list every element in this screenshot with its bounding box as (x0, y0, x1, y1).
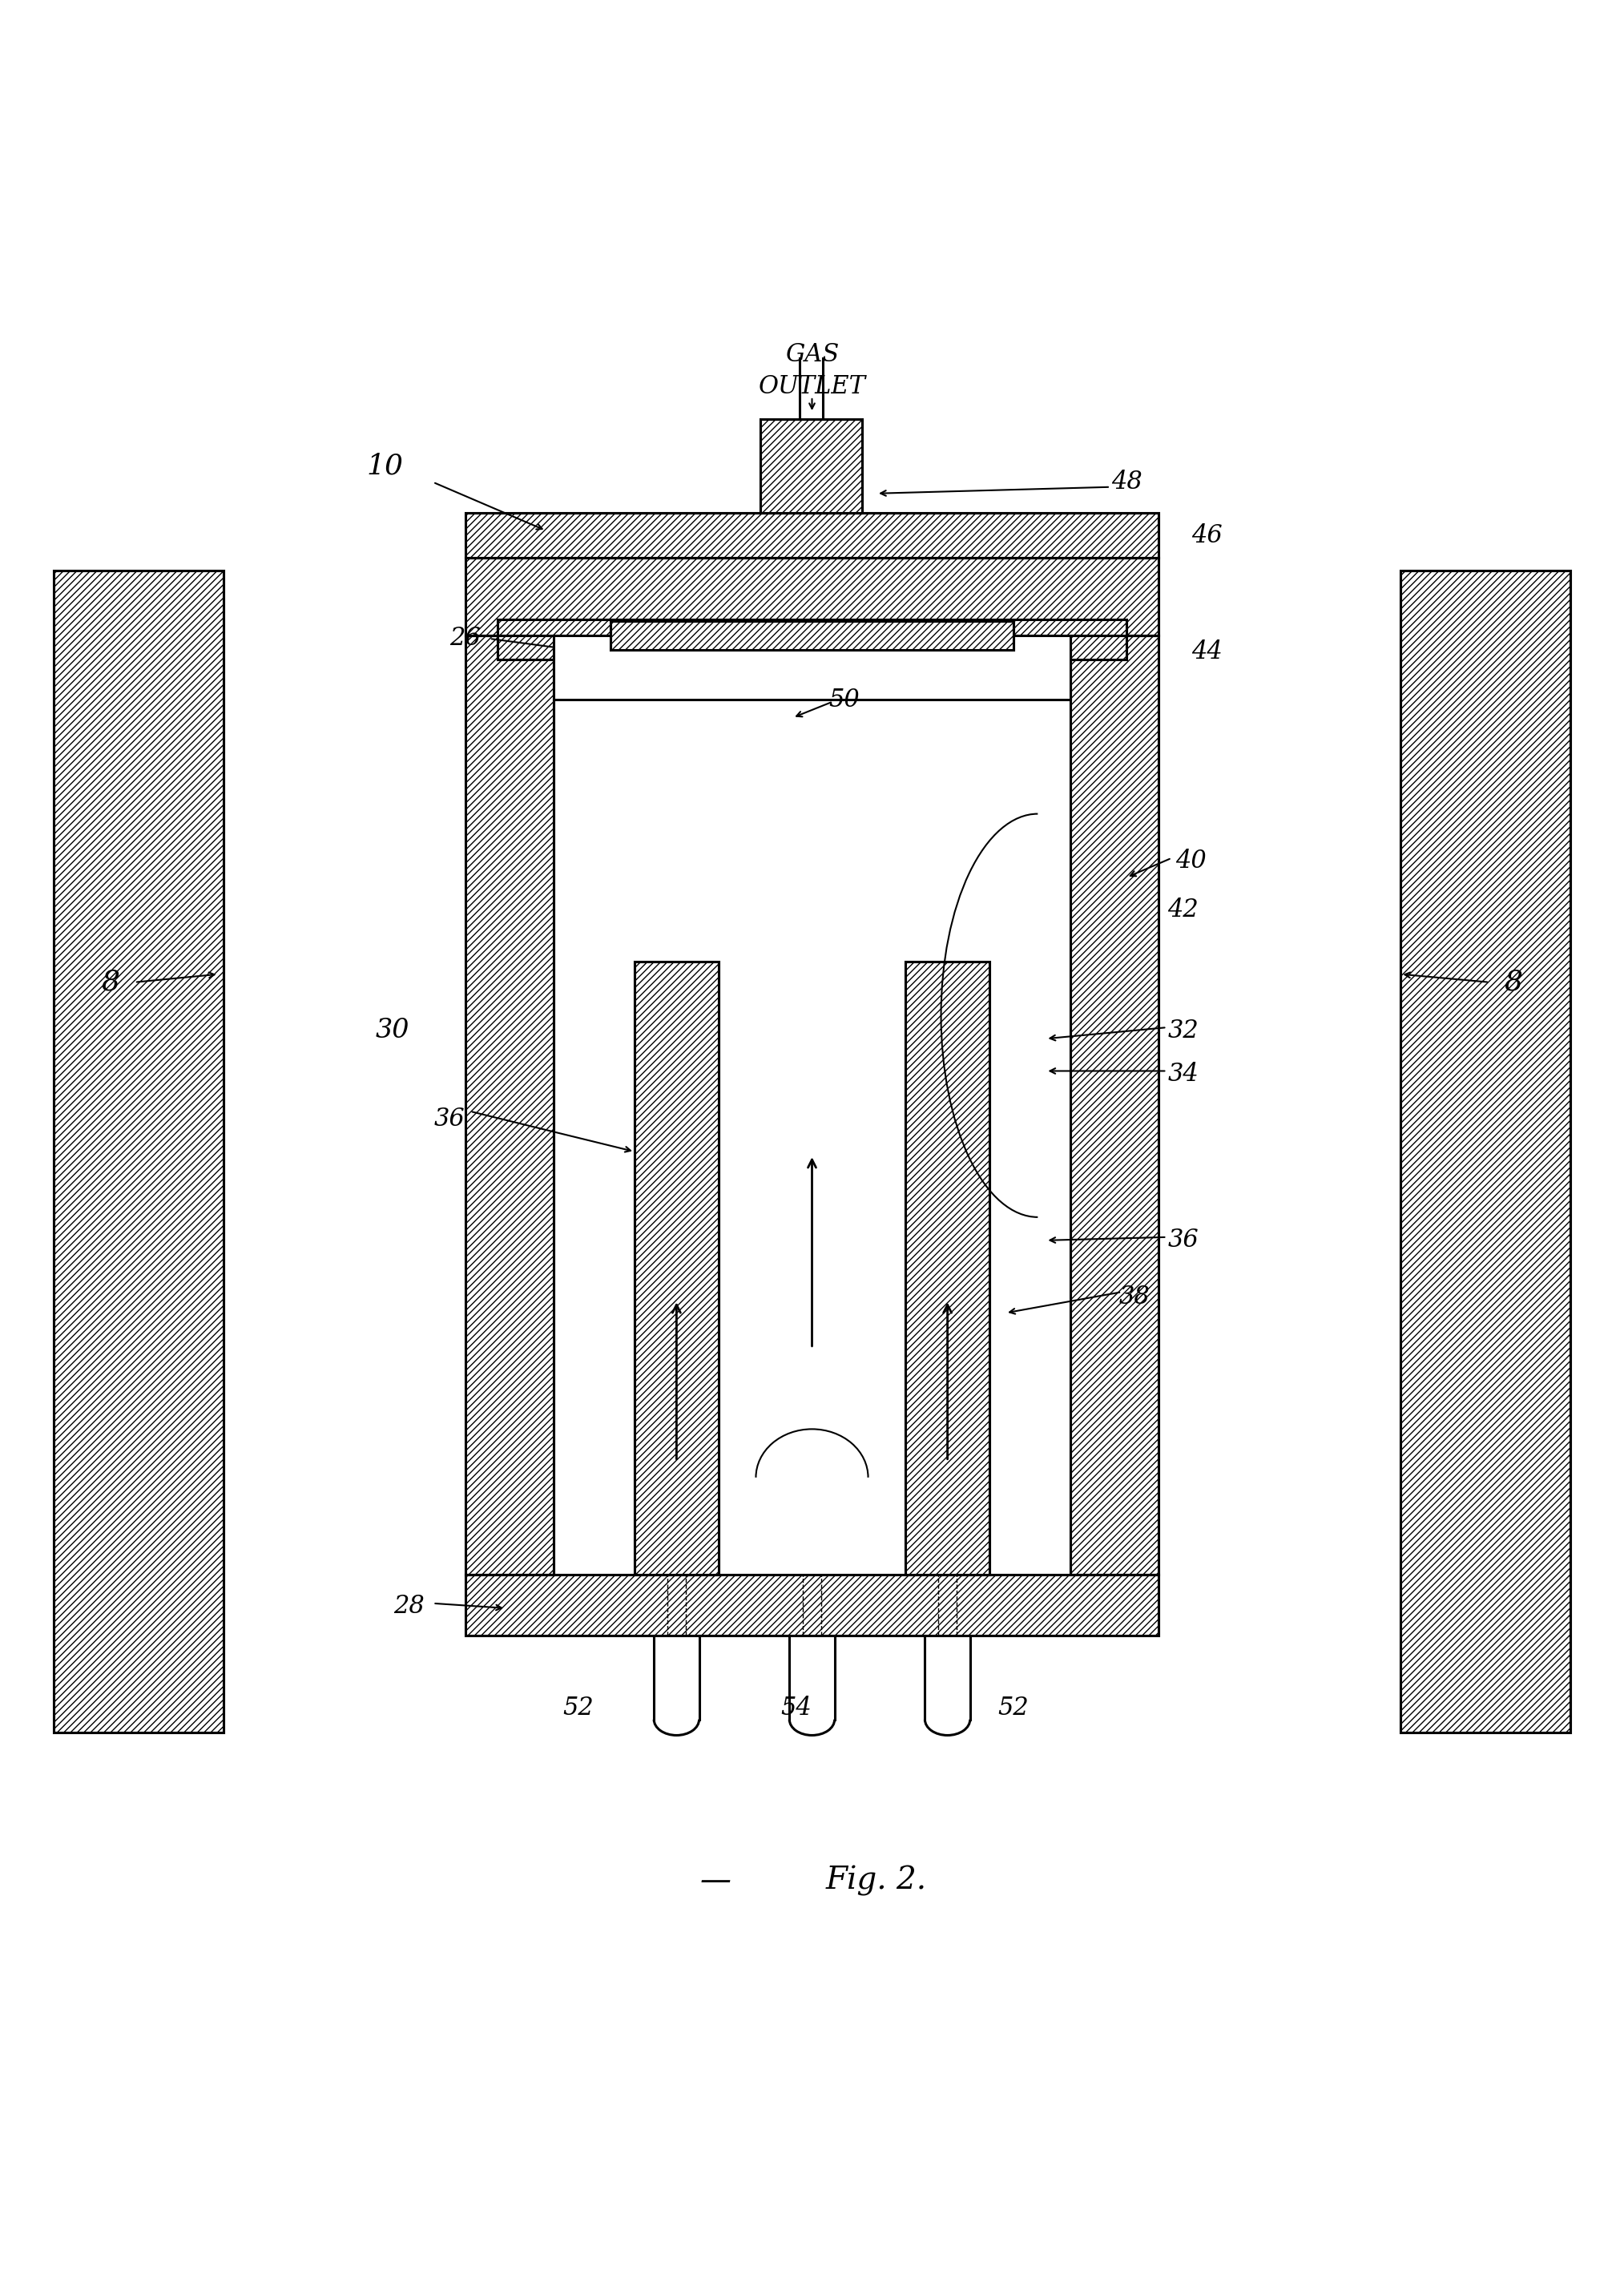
Bar (464, 559, 1160, 636)
Text: 52: 52 (562, 1696, 594, 1721)
Text: 36: 36 (1168, 1229, 1199, 1254)
Bar (54, 570, 224, 1733)
Text: —: — (700, 1867, 731, 1896)
Text: 8: 8 (1504, 970, 1523, 997)
Bar (464, 1574, 1160, 1635)
Bar (906, 961, 989, 1574)
Text: 50: 50 (828, 688, 859, 713)
Bar (635, 961, 718, 1574)
Text: 32: 32 (1168, 1017, 1199, 1042)
Text: 48: 48 (1111, 470, 1142, 495)
Bar (1070, 636, 1160, 1574)
Bar (464, 1574, 1160, 1635)
Text: 44: 44 (1192, 638, 1223, 663)
Text: 36: 36 (434, 1106, 464, 1131)
Bar (1070, 636, 1160, 1574)
Text: 10: 10 (365, 452, 403, 479)
Bar (497, 620, 1127, 659)
Bar (464, 513, 1160, 559)
Text: 30: 30 (375, 1017, 409, 1042)
Text: OUTLET: OUTLET (758, 375, 866, 400)
Bar (611, 620, 1013, 650)
Text: 34: 34 (1168, 1063, 1199, 1086)
Bar (464, 559, 1160, 636)
Text: 42: 42 (1168, 897, 1199, 922)
Text: 38: 38 (1119, 1285, 1150, 1310)
Text: GAS: GAS (784, 343, 840, 368)
Text: 28: 28 (393, 1594, 424, 1619)
Bar (1400, 570, 1570, 1733)
Bar (635, 961, 718, 1574)
Bar (554, 636, 1070, 699)
Text: 46: 46 (1192, 522, 1223, 547)
Bar (760, 420, 862, 513)
Text: 40: 40 (1176, 849, 1207, 874)
Bar (464, 513, 1160, 559)
Bar (464, 636, 554, 1574)
Bar (54, 570, 224, 1733)
Text: Fig. 2.: Fig. 2. (827, 1864, 927, 1896)
Text: 26: 26 (450, 627, 481, 652)
Text: 54: 54 (781, 1696, 812, 1721)
Bar (1400, 570, 1570, 1733)
Bar (906, 961, 989, 1574)
Text: 8: 8 (101, 970, 120, 997)
Text: 52: 52 (999, 1696, 1030, 1721)
Bar (611, 620, 1013, 650)
Bar (760, 420, 862, 513)
Bar (554, 636, 1070, 1574)
Bar (464, 636, 554, 1574)
Bar (497, 620, 1127, 659)
